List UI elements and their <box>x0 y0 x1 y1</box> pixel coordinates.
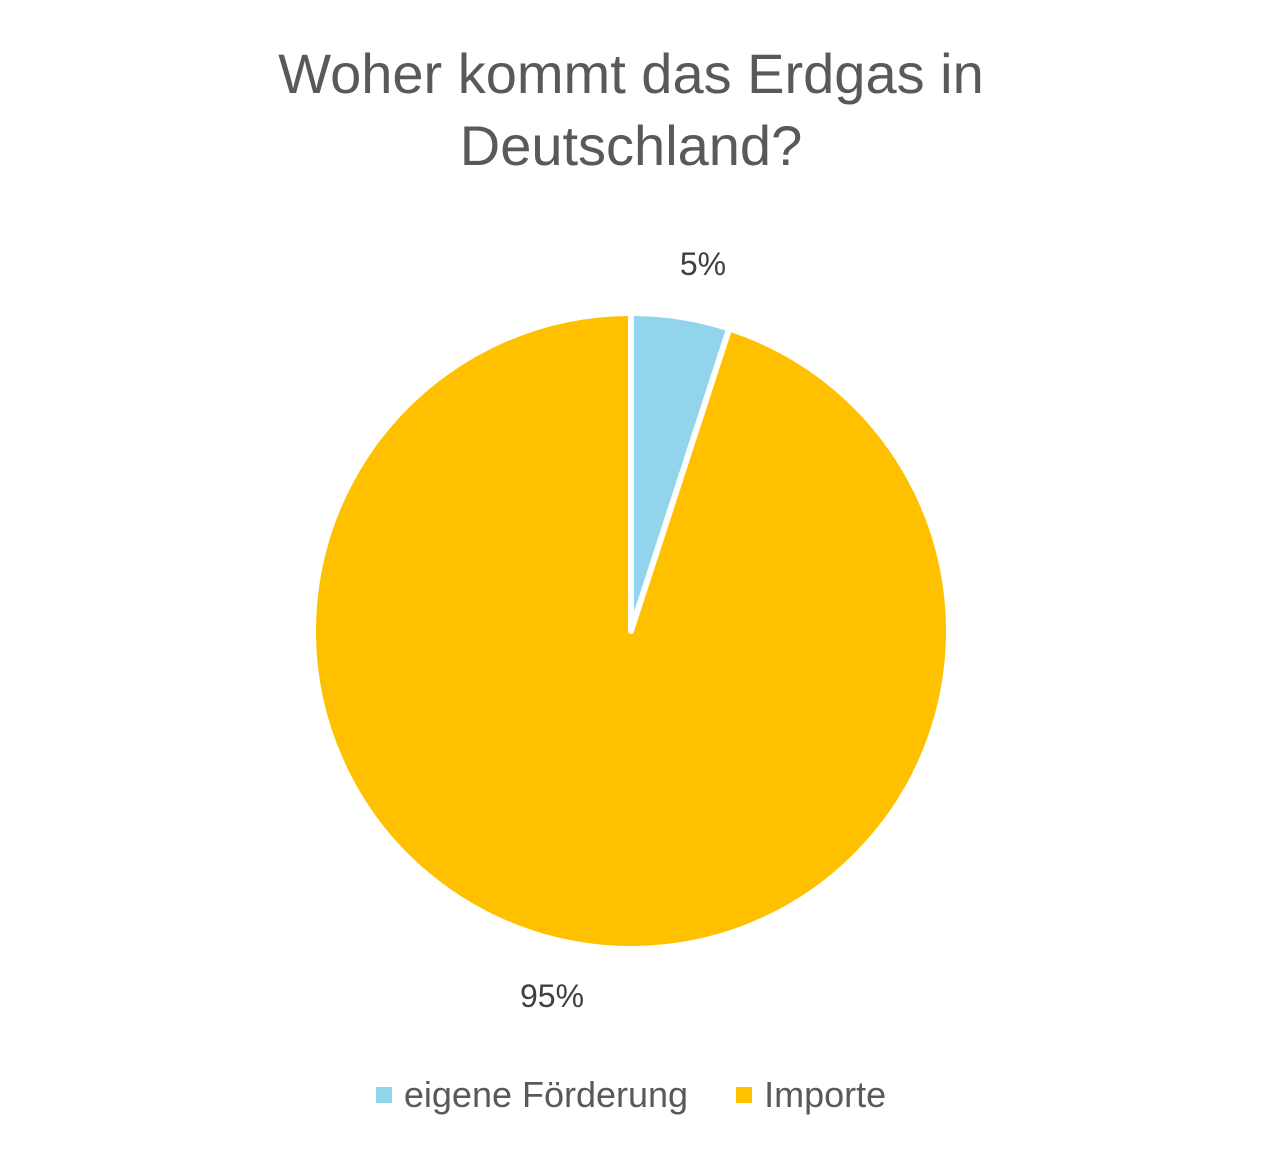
legend-item-eigene-foerderung: eigene Förderung <box>375 1074 689 1116</box>
legend-swatch-eigene-foerderung <box>375 1087 392 1103</box>
chart-title-line-2: Deutschland? <box>459 114 803 177</box>
chart-title-line-1: Woher kommt das Erdgas in <box>278 42 984 105</box>
data-label-eigene-foerderung: 5% <box>679 246 727 282</box>
data-label-importe: 95% <box>519 978 585 1014</box>
legend-label-importe: Importe <box>764 1074 887 1115</box>
legend: eigene Förderung Importe <box>0 1074 1262 1116</box>
chart-title: Woher kommt das Erdgas in Deutschland? <box>0 38 1262 182</box>
pie-slice-importe <box>310 310 952 952</box>
legend-label-eigene-foerderung: eigene Förderung <box>403 1074 689 1115</box>
legend-swatch-importe <box>736 1087 753 1103</box>
legend-item-importe: Importe <box>736 1074 886 1116</box>
